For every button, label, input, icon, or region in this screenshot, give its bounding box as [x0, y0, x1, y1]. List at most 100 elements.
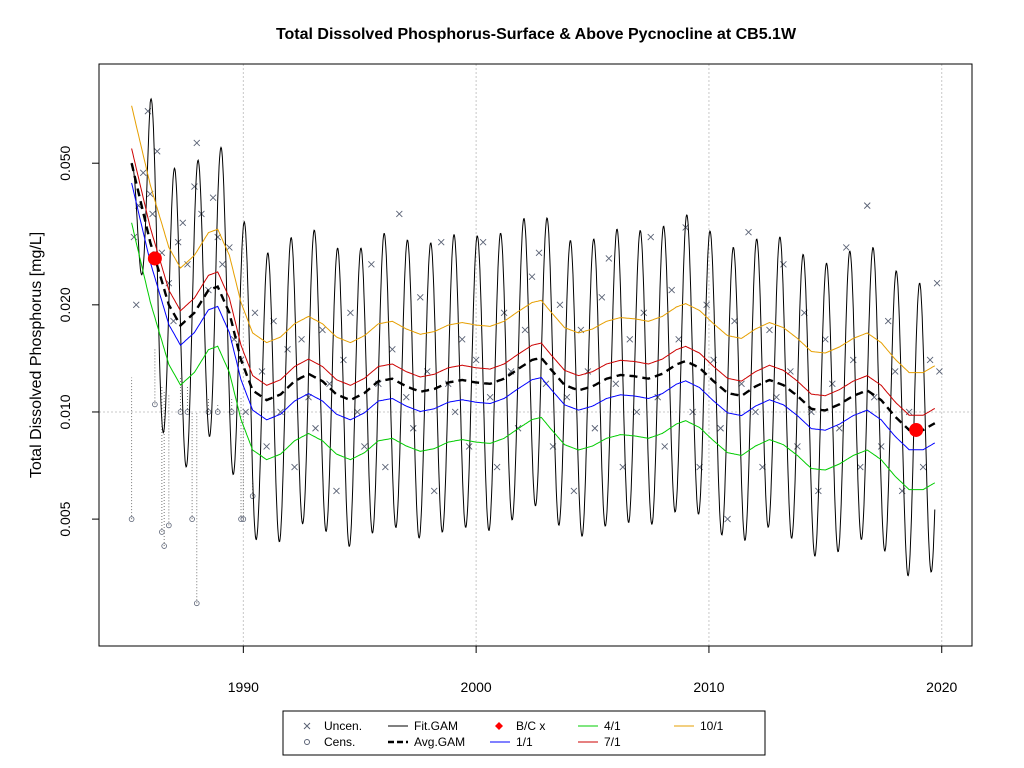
censored-point [193, 600, 200, 607]
uncensored-point [458, 336, 466, 343]
uncensored-point [430, 487, 438, 495]
censored-point [240, 516, 247, 522]
uncensored-point [794, 443, 801, 450]
uncensored-point [745, 228, 752, 236]
plot-area [99, 64, 972, 646]
uncensored-point [675, 336, 682, 343]
censored-point [214, 409, 221, 415]
fit-gam-line [131, 97, 936, 577]
uncensored-point [668, 286, 676, 294]
uncensored-point [570, 487, 578, 495]
censored-point [161, 543, 167, 549]
uncensored-point [605, 255, 613, 262]
uncensored-point [361, 443, 368, 450]
uncensored-point [130, 233, 138, 241]
uncensored-point [591, 424, 599, 432]
legend-label-uncen-: Uncen. [324, 719, 362, 733]
uncensored-point [153, 147, 161, 155]
uncensored-point [486, 393, 494, 401]
uncensored-point [291, 463, 298, 471]
uncensored-point [933, 279, 941, 287]
uncensored-point [654, 393, 662, 401]
uncensored-point [347, 309, 354, 317]
uncensored-point [284, 345, 291, 353]
bc-marker [909, 422, 924, 437]
y-axis: 0.005 0.010 0.020 0.050 [57, 145, 99, 537]
legend-symbol-cens- [304, 739, 310, 745]
uncensored-point [179, 219, 187, 227]
uncensored-point [493, 463, 501, 471]
uncensored-point [787, 368, 794, 375]
censored-point [128, 516, 135, 522]
uncensored-point [766, 326, 773, 334]
season-line-7-1 [131, 148, 936, 416]
uncensored-point [884, 317, 892, 325]
uncensored-point [409, 424, 417, 432]
uncensored-point [139, 169, 147, 177]
uncensored-point [472, 356, 480, 364]
uncensored-point [612, 380, 620, 388]
legend-symbol-b-c-x [495, 722, 503, 730]
uncensored-point [752, 408, 759, 416]
legend-label-7-1: 7/1 [604, 735, 621, 749]
uncensored-point [822, 336, 829, 343]
uncensored-point [170, 317, 177, 325]
uncensored-point [926, 356, 934, 364]
uncensored-point [647, 233, 655, 241]
uncensored-point [500, 309, 508, 317]
uncensored-point [661, 443, 669, 450]
uncensored-point [242, 408, 249, 416]
uncensored-point [738, 380, 745, 388]
uncensored-point [219, 260, 226, 268]
uncensored-point [395, 210, 403, 218]
legend-label-cens-: Cens. [324, 735, 355, 749]
censored-point [249, 493, 256, 499]
uncensored-point [277, 408, 284, 416]
uncensored-point [165, 279, 173, 287]
avg-gam-line [130, 162, 936, 432]
uncensored-point [132, 301, 140, 309]
legend-label-4-1: 4/1 [604, 719, 621, 733]
uncensored-point [731, 317, 738, 325]
uncensored-point [251, 309, 259, 317]
uncensored-point [563, 393, 571, 401]
uncensored-point [305, 393, 312, 401]
season-line-10-1 [131, 105, 936, 374]
uncensored-point [333, 487, 340, 495]
uncensored-point [214, 233, 222, 241]
uncensored-point [209, 194, 217, 202]
plot-frame [98, 63, 973, 647]
censored-point [205, 409, 212, 415]
uncensored-point [703, 301, 710, 309]
uncensored-point [556, 301, 564, 309]
uncensored-point [382, 463, 389, 471]
uncensored-point [877, 443, 885, 450]
x-tick-label: 2010 [693, 679, 724, 695]
legend-box [282, 710, 766, 756]
x-axis: 1990 2000 2010 2020 [228, 645, 958, 695]
uncensored-point [717, 424, 724, 432]
uncensored-point [936, 368, 943, 375]
x-tick-label: 2020 [926, 679, 957, 695]
uncensored-point [835, 424, 843, 432]
uncensored-point [849, 356, 857, 364]
uncensored-point [689, 408, 696, 416]
uncensored-point [298, 336, 305, 343]
uncensored-point [354, 408, 361, 416]
uncensored-point [258, 368, 266, 375]
censored-point [166, 522, 172, 529]
y-axis-label: Total Dissolved Phosphorus [mg/L] [28, 232, 45, 478]
uncensored-point [368, 260, 375, 268]
uncensored-point [193, 139, 201, 147]
legend-label-1-1: 1/1 [516, 735, 533, 749]
uncensored-point [521, 326, 529, 334]
uncensored-point [633, 408, 641, 416]
uncensored-point [479, 238, 487, 246]
uncensored-point [829, 380, 836, 388]
uncensored-point [263, 443, 270, 450]
uncensored-point [856, 463, 864, 471]
legend: Uncen. Cens. Fit.GAM Avg.GAM B/C x 1/1 4/1 7/1 1… [282, 710, 766, 756]
censored-point [152, 401, 158, 408]
uncensored-point [389, 345, 396, 353]
